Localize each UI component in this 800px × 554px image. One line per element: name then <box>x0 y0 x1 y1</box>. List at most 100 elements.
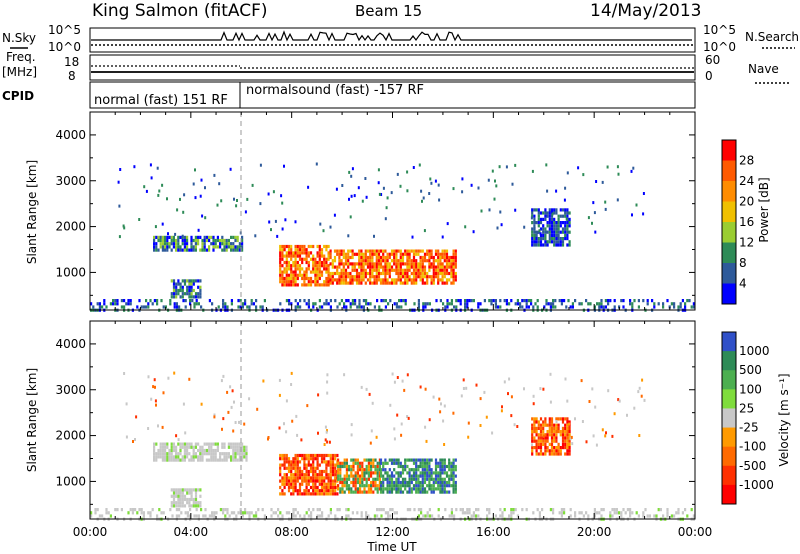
heatmap-cell <box>221 442 224 446</box>
heatmap-cell <box>666 514 669 518</box>
heatmap-cell <box>428 252 431 256</box>
heatmap-cell <box>127 299 130 303</box>
heatmap-cell <box>406 480 409 485</box>
heatmap-cell <box>296 453 299 458</box>
heatmap-cell <box>542 243 545 247</box>
heatmap-cell <box>384 511 387 515</box>
heatmap-cell <box>181 292 184 296</box>
heatmap-cell <box>169 508 172 512</box>
heatmap-cell <box>345 480 348 485</box>
heatmap-cell <box>604 434 607 438</box>
heatmap-cell <box>500 409 503 413</box>
heatmap-cell <box>283 476 286 480</box>
heatmap-cell <box>337 484 340 488</box>
heatmap-cell <box>631 305 634 309</box>
heatmap-cell <box>533 420 536 424</box>
heatmap-cell <box>292 260 295 265</box>
heatmap-cell <box>285 476 288 480</box>
heatmap-cell <box>329 255 332 260</box>
heatmap-cell <box>553 430 556 434</box>
heatmap-cell <box>301 453 304 458</box>
heatmap-cell <box>421 281 424 285</box>
heatmap-cell <box>342 265 345 269</box>
heatmap-cell <box>359 468 362 472</box>
heatmap-cell <box>539 423 543 427</box>
heatmap-cell <box>184 305 187 309</box>
heatmap-cell <box>559 417 562 421</box>
power-plot-bg <box>90 112 695 310</box>
heatmap-cell <box>317 393 320 397</box>
heatmap-cell <box>166 242 169 246</box>
heatmap-cell <box>170 242 173 246</box>
heatmap-cell <box>238 420 240 424</box>
heatmap-cell <box>298 251 302 255</box>
heatmap-cell <box>138 508 141 512</box>
heatmap-cell <box>360 278 363 282</box>
heatmap-cell <box>397 249 400 253</box>
heatmap-cell <box>390 268 394 272</box>
heatmap-cell <box>329 457 332 461</box>
heatmap-cell <box>428 458 431 462</box>
heatmap-cell <box>316 264 319 268</box>
heatmap-cell <box>600 305 603 309</box>
heatmap-cell <box>336 305 339 309</box>
heatmap-cell <box>406 490 409 494</box>
heatmap-cell <box>181 491 184 495</box>
heatmap-cell <box>537 420 540 424</box>
heatmap-cell <box>375 281 378 285</box>
heatmap-cell <box>366 265 370 269</box>
heatmap-cell <box>397 471 400 475</box>
heatmap-cell <box>316 514 319 518</box>
heatmap-cell <box>467 421 470 425</box>
cpid-panel <box>89 81 696 109</box>
heatmap-cell <box>415 487 418 491</box>
heatmap-cell <box>446 305 449 309</box>
heatmap-cell <box>531 446 534 450</box>
heatmap-cell <box>179 245 182 249</box>
heatmap-cell <box>309 270 313 274</box>
heatmap-cell <box>423 268 427 272</box>
heatmap-cell <box>548 224 551 228</box>
heatmap-cell <box>177 488 180 492</box>
heatmap-cell <box>303 270 306 274</box>
heatmap-cell <box>415 471 418 475</box>
heatmap-cell <box>175 305 178 309</box>
heatmap-cell <box>403 388 406 392</box>
heatmap-cell <box>237 511 240 515</box>
heatmap-cell <box>571 305 574 309</box>
heatmap-cell <box>305 466 308 470</box>
heatmap-cell <box>410 278 413 282</box>
heatmap-cell <box>544 433 547 437</box>
heatmap-cell <box>316 489 319 493</box>
heatmap-cell <box>298 473 302 477</box>
heatmap-cell <box>305 473 308 477</box>
heatmap-cell <box>525 508 528 512</box>
heatmap-cell <box>197 242 200 246</box>
heatmap-cell <box>384 468 387 472</box>
heatmap-cell <box>125 402 128 406</box>
heatmap-cell <box>419 259 422 263</box>
heatmap-cell <box>365 477 368 481</box>
heatmap-cell <box>553 230 556 234</box>
heatmap-cell <box>555 230 558 234</box>
heatmap-cell <box>397 477 400 481</box>
heatmap-cell <box>154 385 156 389</box>
heatmap-cell <box>424 305 427 309</box>
heatmap-cell <box>257 508 260 512</box>
heatmap-cell <box>312 469 315 474</box>
heatmap-cell <box>208 458 211 462</box>
heatmap-cell <box>175 455 178 459</box>
heatmap-cell <box>318 473 321 477</box>
heatmap-cell <box>406 508 409 512</box>
heatmap-cell <box>419 262 422 266</box>
heatmap-cell <box>235 514 238 518</box>
heatmap-cell <box>161 458 164 462</box>
heatmap-cell <box>393 484 396 488</box>
heatmap-cell <box>587 514 590 518</box>
heatmap-cell <box>219 458 222 462</box>
heatmap-cell <box>561 433 565 437</box>
heatmap-cell <box>388 468 391 472</box>
heatmap-cell <box>143 185 146 189</box>
heatmap-cell <box>359 480 362 485</box>
heatmap-cell <box>281 227 284 231</box>
